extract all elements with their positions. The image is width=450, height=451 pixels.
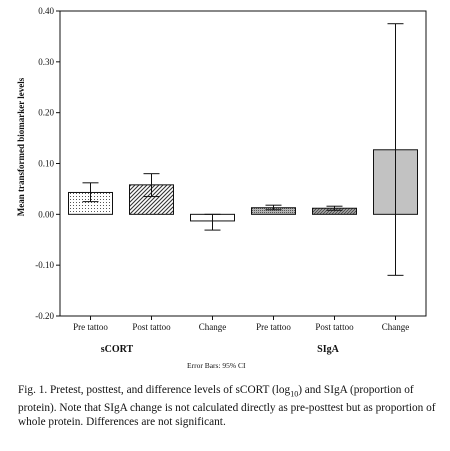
x-tick-label: Post tattoo (315, 322, 354, 332)
group-label-siga: SIgA (317, 344, 339, 355)
caption-subscript: 10 (290, 389, 299, 399)
bar (129, 184, 174, 215)
x-tick-label: Post tattoo (132, 322, 171, 332)
x-tick-label: Pre tattoo (256, 322, 291, 332)
error-bar-note: Error Bars: 95% CI (187, 361, 246, 370)
group-label-scort: sCORT (101, 344, 134, 355)
y-tick-label: 0.40 (38, 6, 54, 16)
y-tick-label: -0.20 (35, 311, 54, 321)
caption-text-part1: Fig. 1. Pretest, posttest, and differenc… (18, 384, 291, 396)
x-tick-label: Change (382, 322, 410, 332)
caption-text-part2: ) and SIgA (proportion of protein). Note… (18, 384, 436, 429)
y-axis-title: Mean transformed biomarker levels (16, 77, 26, 216)
y-tick-label: -0.10 (35, 260, 54, 270)
y-tick-label: 0.10 (38, 159, 54, 169)
y-tick-label: 0.00 (38, 209, 54, 219)
x-tick-label: Pre tattoo (73, 322, 108, 332)
figure-caption: Fig. 1. Pretest, posttest, and differenc… (18, 383, 436, 429)
y-tick-label: 0.30 (38, 57, 54, 67)
y-tick-label: 0.20 (38, 108, 54, 118)
chart: -0.20 -0.10 0.00 0.10 0.20 0.30 0.40 Pre tattoo… (16, 6, 427, 370)
plot-frame (59, 10, 427, 317)
x-tick-label: Change (199, 322, 227, 332)
